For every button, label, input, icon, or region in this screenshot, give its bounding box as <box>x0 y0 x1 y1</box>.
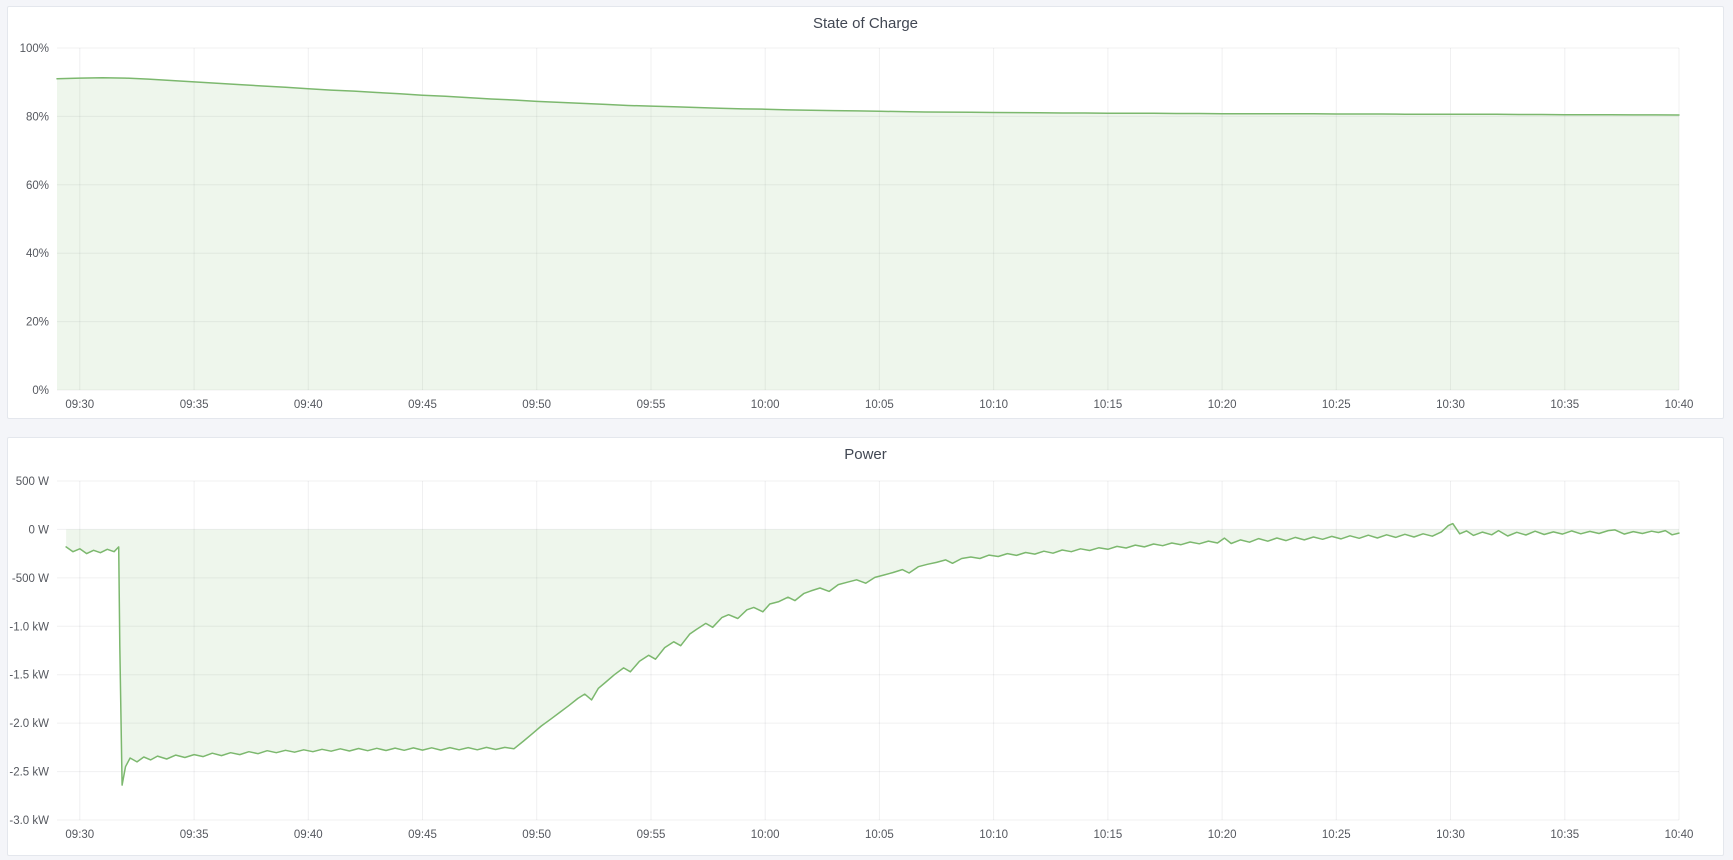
x-axis-tick-label: 09:40 <box>294 399 323 411</box>
y-axis-tick-label: 0 W <box>29 524 50 536</box>
y-axis-tick-label: 500 W <box>16 476 49 488</box>
x-axis-tick-label: 09:35 <box>180 829 209 841</box>
x-axis-tick-label: 10:00 <box>751 829 780 841</box>
x-axis-tick-label: 10:25 <box>1322 399 1351 411</box>
x-axis-tick-label: 10:00 <box>751 399 780 411</box>
power-panel-title[interactable]: Power <box>844 446 887 463</box>
x-axis-tick-label: 09:45 <box>408 829 437 841</box>
x-axis-tick-label: 10:10 <box>979 399 1008 411</box>
y-axis-tick-label: -3.0 kW <box>9 815 49 827</box>
power-chart[interactable]: 500 W 0 W -500 W -1.0 kW -1.5 kW -2.0 kW -2.5 … <box>8 438 1723 855</box>
y-axis-tick-label: 60% <box>26 180 49 192</box>
y-axis-tick-label: -1.5 kW <box>9 670 49 682</box>
x-axis-tick-label: 10:10 <box>979 829 1008 841</box>
x-axis-tick-label: 09:55 <box>637 399 666 411</box>
series-area-fill <box>57 77 1679 391</box>
series-area-fill <box>66 523 1680 786</box>
y-axis-tick-label: -2.0 kW <box>9 718 49 730</box>
x-axis-tick-label: 10:35 <box>1550 399 1579 411</box>
x-axis-tick-label: 10:20 <box>1208 829 1237 841</box>
x-axis-tick-label: 09:30 <box>65 829 94 841</box>
x-axis-tick-label: 09:50 <box>522 399 551 411</box>
x-axis-tick-label: 10:30 <box>1436 829 1465 841</box>
x-axis-tick-label: 10:25 <box>1322 829 1351 841</box>
panel-power: Power 500 W 0 W -500 W -1.0 kW -1.5 kW -2.0 k… <box>7 437 1724 856</box>
x-axis-tick-label: 10:35 <box>1550 829 1579 841</box>
x-axis-tick-label: 09:35 <box>180 399 209 411</box>
x-axis-tick-label: 10:05 <box>865 399 894 411</box>
y-axis-tick-label: 20% <box>26 317 49 329</box>
y-axis-tick-label: -2.5 kW <box>9 767 49 779</box>
panel-state-of-charge: State of Charge 0% 20% 40% 60% 80% 100% 09:30 0… <box>7 6 1724 419</box>
x-axis-tick-label: 09:45 <box>408 399 437 411</box>
x-axis-tick-label: 10:40 <box>1665 399 1694 411</box>
series-line <box>65 522 1680 786</box>
y-axis-tick-label: 0% <box>32 385 49 397</box>
x-axis-tick-label: 10:15 <box>1094 399 1123 411</box>
x-axis-tick-label: 10:20 <box>1208 399 1237 411</box>
x-axis-tick-label: 10:15 <box>1094 829 1123 841</box>
y-axis-tick-label: -500 W <box>12 573 49 585</box>
x-axis-tick-label: 10:40 <box>1665 829 1694 841</box>
x-axis-tick-label: 10:30 <box>1436 399 1465 411</box>
x-axis-tick-label: 09:30 <box>65 399 94 411</box>
x-axis-tick-label: 09:55 <box>637 829 666 841</box>
soc-panel-title[interactable]: State of Charge <box>812 15 919 32</box>
series-line <box>56 77 1680 116</box>
x-axis-tick-label: 10:05 <box>865 829 894 841</box>
x-axis-tick-label: 09:40 <box>294 829 323 841</box>
y-axis-tick-label: -1.0 kW <box>9 621 49 633</box>
y-axis-tick-label: 40% <box>26 248 49 260</box>
y-axis-tick-label: 80% <box>26 111 49 123</box>
state-of-charge-chart[interactable]: 0% 20% 40% 60% 80% 100% 09:30 09:35 09:40 09:45 09… <box>8 7 1723 418</box>
y-axis-tick-label: 100% <box>20 43 49 55</box>
x-axis-tick-label: 09:50 <box>522 829 551 841</box>
